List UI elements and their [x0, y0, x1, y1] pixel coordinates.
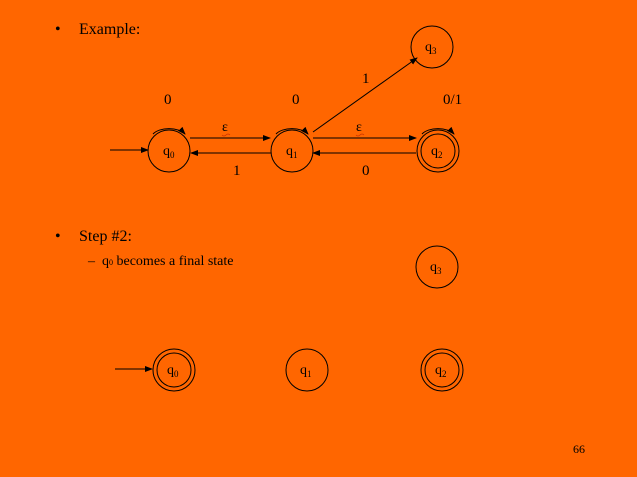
svg-text:q1: q1	[300, 363, 312, 379]
self-loop-q0	[152, 126, 186, 135]
svg-text:q3: q3	[425, 40, 437, 56]
svg-text:q0: q0	[167, 363, 179, 379]
bottom-state-q0: q0	[152, 348, 196, 392]
bullet-marker: •	[55, 21, 61, 38]
loop-label-q2: 0/1	[443, 92, 462, 108]
top-state-q2: q2	[416, 129, 460, 173]
edge-q1-q3	[312, 57, 418, 133]
self-loop-q1	[275, 126, 309, 135]
bullet-example: • Example:	[55, 21, 140, 39]
self-loop-q2	[421, 126, 455, 135]
epsilon-underline	[221, 133, 231, 137]
svg-text:q3: q3	[430, 260, 442, 276]
loop-label-q0: 0	[164, 92, 172, 108]
step-heading: Step #2:	[79, 228, 132, 245]
bullet-marker: •	[55, 228, 61, 245]
edge-label-q1-q3: 1	[362, 71, 370, 87]
page-number: 66	[573, 442, 585, 456]
edge-label-q0-q1: ε	[222, 120, 228, 135]
step-detail: – q0 becomes a final state	[88, 254, 234, 270]
top-state-q3: q3	[410, 25, 454, 69]
step-detail-text: becomes a final state	[113, 254, 234, 269]
edge-label-q1-q2: ε	[356, 120, 362, 135]
svg-text:q2: q2	[435, 363, 447, 379]
edge-label-q2-q1: 0	[362, 163, 370, 179]
top-state-q1: q1	[270, 129, 314, 173]
svg-text:q0: q0	[163, 144, 175, 160]
epsilon-underline	[355, 133, 365, 137]
example-heading: Example:	[79, 21, 141, 38]
bottom-state-q3: q3	[415, 245, 459, 289]
bullet-step: • Step #2:	[55, 228, 132, 246]
top-state-q0: q0	[147, 129, 191, 173]
bottom-state-q2: q2	[420, 348, 464, 392]
edge-label-q1-q0: 1	[233, 163, 241, 179]
bottom-state-q1: q1	[285, 348, 329, 392]
svg-text:q1: q1	[286, 144, 298, 160]
dash-marker: –	[88, 254, 95, 269]
state-q0-inline: q0	[102, 254, 113, 269]
svg-text:q2: q2	[431, 144, 443, 160]
loop-label-q1: 0	[292, 92, 300, 108]
